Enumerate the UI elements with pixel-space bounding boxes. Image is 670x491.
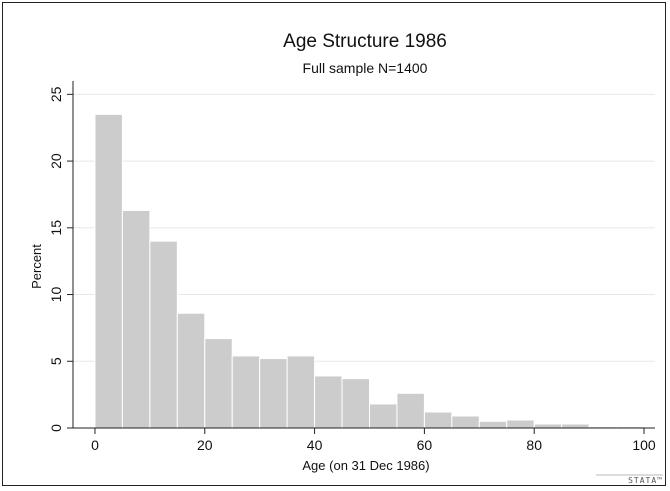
histogram-bar (396, 392, 425, 429)
histogram-bar (176, 312, 206, 429)
histogram-bar (149, 240, 178, 429)
y-axis-label: Percent (29, 244, 44, 289)
x-axis-label: Age (on 31 Dec 1986) (302, 458, 429, 473)
histogram-bar (204, 338, 233, 429)
histogram-bar (259, 358, 288, 429)
histogram-bar (506, 419, 535, 429)
histogram-bar (533, 423, 563, 429)
histogram-bar (423, 411, 453, 429)
x-tick-label: 40 (307, 437, 323, 453)
histogram-bars (94, 113, 645, 429)
x-tick-label: 0 (91, 437, 99, 453)
y-tick-label: 20 (48, 153, 64, 169)
histogram-bar (314, 375, 343, 429)
histogram-bar (341, 378, 370, 429)
chart-frame: Age Structure 1986 Full sample N=1400 0 5… (2, 2, 666, 486)
x-tick-label: 60 (417, 437, 433, 453)
y-tick-label: 15 (48, 220, 64, 236)
histogram-bar (231, 355, 261, 429)
y-tick-label: 25 (48, 86, 64, 102)
y-tick-label: 5 (48, 357, 64, 365)
chart-subtitle: Full sample N=1400 (303, 60, 428, 76)
y-tick-label: 10 (48, 287, 64, 303)
y-axis-ticks: 0 5 10 15 20 25 (48, 86, 73, 432)
chart-title: Age Structure 1986 (283, 31, 447, 52)
histogram-bar (478, 420, 508, 429)
x-tick-label: 20 (197, 437, 213, 453)
histogram-bar (94, 113, 123, 429)
y-tick-label: 0 (48, 424, 64, 432)
histogram-bar (561, 423, 590, 429)
x-tick-label: 100 (632, 437, 656, 453)
histogram-bar (286, 355, 316, 429)
histogram-bar (368, 403, 398, 429)
histogram-chart: Age Structure 1986 Full sample N=1400 0 5… (29, 31, 663, 485)
histogram-bar (121, 209, 151, 429)
stata-watermark: STATA™ (628, 476, 663, 485)
histogram-bar (451, 415, 480, 429)
x-tick-label: 80 (526, 437, 542, 453)
x-axis-ticks: 0 20 40 60 80 100 (91, 428, 656, 453)
